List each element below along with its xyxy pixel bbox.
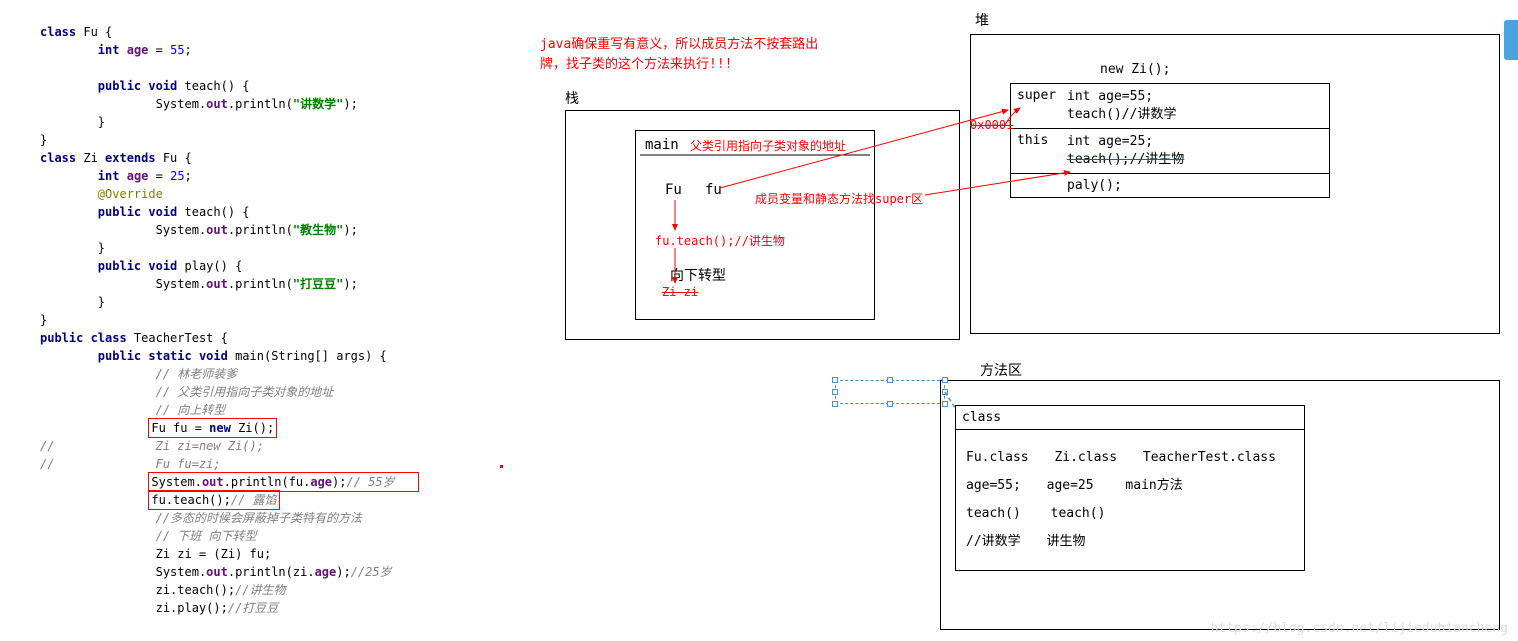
- fu-var: fu: [705, 182, 722, 198]
- heap-object: new Zi(); super int age=55; teach()//讲数学…: [1010, 60, 1330, 198]
- handle-bm[interactable]: [887, 401, 893, 407]
- age55: age=55;: [966, 478, 1021, 493]
- handle-mr[interactable]: [942, 389, 948, 395]
- code-editor: class Fu { int age = 55; public void tea…: [40, 5, 500, 617]
- teach2: teach(): [1051, 506, 1106, 521]
- this-teach: teach();//讲生物: [1067, 152, 1184, 167]
- method-area-title: 方法区: [980, 360, 1022, 380]
- watermark: https://blog.csdn.net/lijiedubiancheng: [1211, 621, 1508, 636]
- memory-diagram: java确保重写有意义，所以成员方法不按套路出 牌，找子类的这个方法来执行!!!…: [540, 0, 1518, 641]
- side-tab[interactable]: [1504, 20, 1518, 60]
- age25: age=25: [1047, 478, 1094, 493]
- heap-title: 堆: [975, 10, 989, 30]
- fu-teach-call: fu.teach();//讲生物: [655, 232, 785, 249]
- handle-bl[interactable]: [832, 401, 838, 407]
- handle-tm[interactable]: [887, 377, 893, 383]
- note-override: java确保重写有意义，所以成员方法不按套路出 牌，找子类的这个方法来执行!!!: [540, 35, 860, 75]
- error-dot: [500, 465, 503, 468]
- super-key: super: [1017, 88, 1067, 124]
- handle-tl[interactable]: [832, 377, 838, 383]
- this-key: this: [1017, 133, 1067, 169]
- play-method: paly();: [1067, 178, 1122, 193]
- cmt-math: //讲数学: [966, 534, 1021, 549]
- handle-br[interactable]: [942, 401, 948, 407]
- main-label: main: [645, 137, 679, 153]
- class-label: class: [955, 405, 1305, 429]
- handle-tr[interactable]: [942, 377, 948, 383]
- addr-label: 0x0001: [970, 118, 1013, 132]
- play-row: paly();: [1011, 174, 1329, 197]
- this-row: this int age=25; teach();//讲生物: [1011, 129, 1329, 174]
- cmt-bio: 讲生物: [1046, 534, 1085, 549]
- fu-type: Fu: [665, 182, 682, 198]
- super-age: int age=55;: [1067, 89, 1153, 104]
- note-line1: java确保重写有意义，所以成员方法不按套路出: [540, 37, 818, 52]
- super-teach: teach()//讲数学: [1067, 107, 1176, 122]
- this-age: int age=25;: [1067, 134, 1153, 149]
- main-method: main方法: [1125, 478, 1182, 493]
- object-table: super int age=55; teach()//讲数学 this int …: [1010, 83, 1330, 198]
- member-note: 成员变量和静态方法找super区: [755, 190, 923, 207]
- downcast-label: 向下转型: [670, 265, 726, 285]
- stack-title: 栈: [565, 88, 579, 108]
- note-line2: 牌，找子类的这个方法来执行!!!: [540, 57, 732, 72]
- main-red-note: 父类引用指向子类对象的地址: [690, 137, 846, 154]
- test-class: TeacherTest.class: [1143, 450, 1276, 465]
- new-zi-label: new Zi();: [1010, 60, 1330, 83]
- zi-class: Zi.class: [1054, 450, 1117, 465]
- zi-zi-label: Zi zi: [662, 285, 698, 299]
- handle-ml[interactable]: [832, 389, 838, 395]
- super-row: super int age=55; teach()//讲数学: [1011, 84, 1329, 129]
- class-table: class Fu.class Zi.class TeacherTest.clas…: [955, 405, 1305, 571]
- fu-class: Fu.class: [966, 450, 1029, 465]
- teach1: teach(): [966, 506, 1021, 521]
